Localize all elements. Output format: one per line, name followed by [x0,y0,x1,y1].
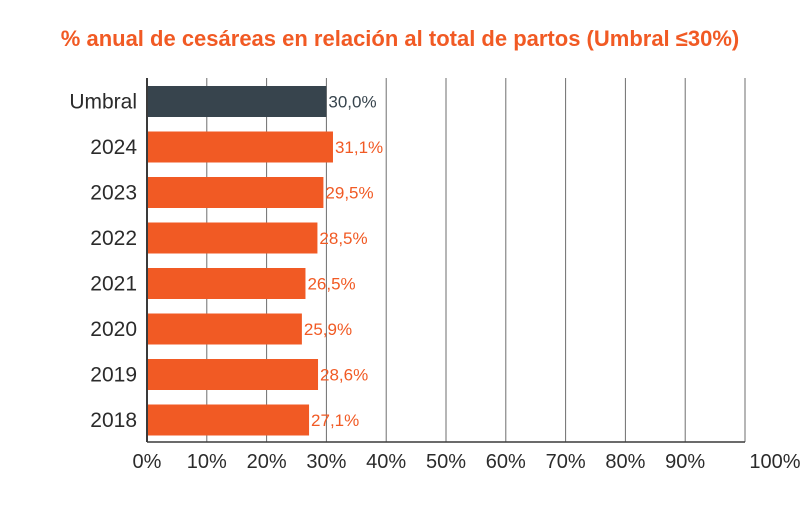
tick-label-70: 70% [546,451,586,473]
value-label-2022: 28,5% [319,229,367,248]
value-label-2019: 28,6% [320,366,368,385]
bar-2018 [147,404,310,436]
x-axis: 0% 10% 20% 30% 40% 50% 60% 70% 80% 90% 100% [133,78,800,473]
value-label-2023: 29,5% [325,184,373,203]
chart-title: % anual de cesáreas en relación al total… [60,26,740,51]
tick-label-40: 40% [366,451,406,473]
tick-label-80: 80% [605,451,645,473]
category-label-umbral: Umbral [69,91,137,114]
category-label-2024: 2024 [90,136,137,159]
bar-2024 [147,131,333,163]
tick-label-90: 90% [665,451,705,473]
category-label-2018: 2018 [90,409,137,432]
bar-2021 [147,268,306,299]
tick-label-30: 30% [306,451,346,473]
bar-2019 [147,359,319,390]
bar-umbral [147,86,327,117]
bars [147,86,333,436]
value-labels: 30,0% 31,1% 29,5% 28,5% 26,5% 25,9% 28,6% 27,1% [304,93,383,431]
category-label-2023: 2023 [90,182,137,205]
value-label-2021: 26,5% [307,275,355,294]
tick-label-0: 0% [133,451,162,473]
tick-label-20: 20% [247,451,287,473]
bar-2023 [147,177,324,208]
value-label-2024: 31,1% [335,138,383,157]
tick-label-50: 50% [426,451,466,473]
category-label-2021: 2021 [90,273,137,296]
tick-label-100: 100% [749,451,800,473]
category-label-2020: 2020 [90,318,137,341]
value-label-2018: 27,1% [311,411,359,430]
category-label-2019: 2019 [90,364,137,387]
value-label-2020: 25,9% [304,320,352,339]
bar-2020 [147,313,302,345]
tick-label-60: 60% [486,451,526,473]
category-label-2022: 2022 [90,227,137,250]
tick-label-10: 10% [187,451,227,473]
category-labels: Umbral 2024 2023 2022 2021 2020 2019 2018 [69,91,137,433]
bar-2022 [147,222,318,254]
value-label-umbral: 30,0% [328,93,376,112]
